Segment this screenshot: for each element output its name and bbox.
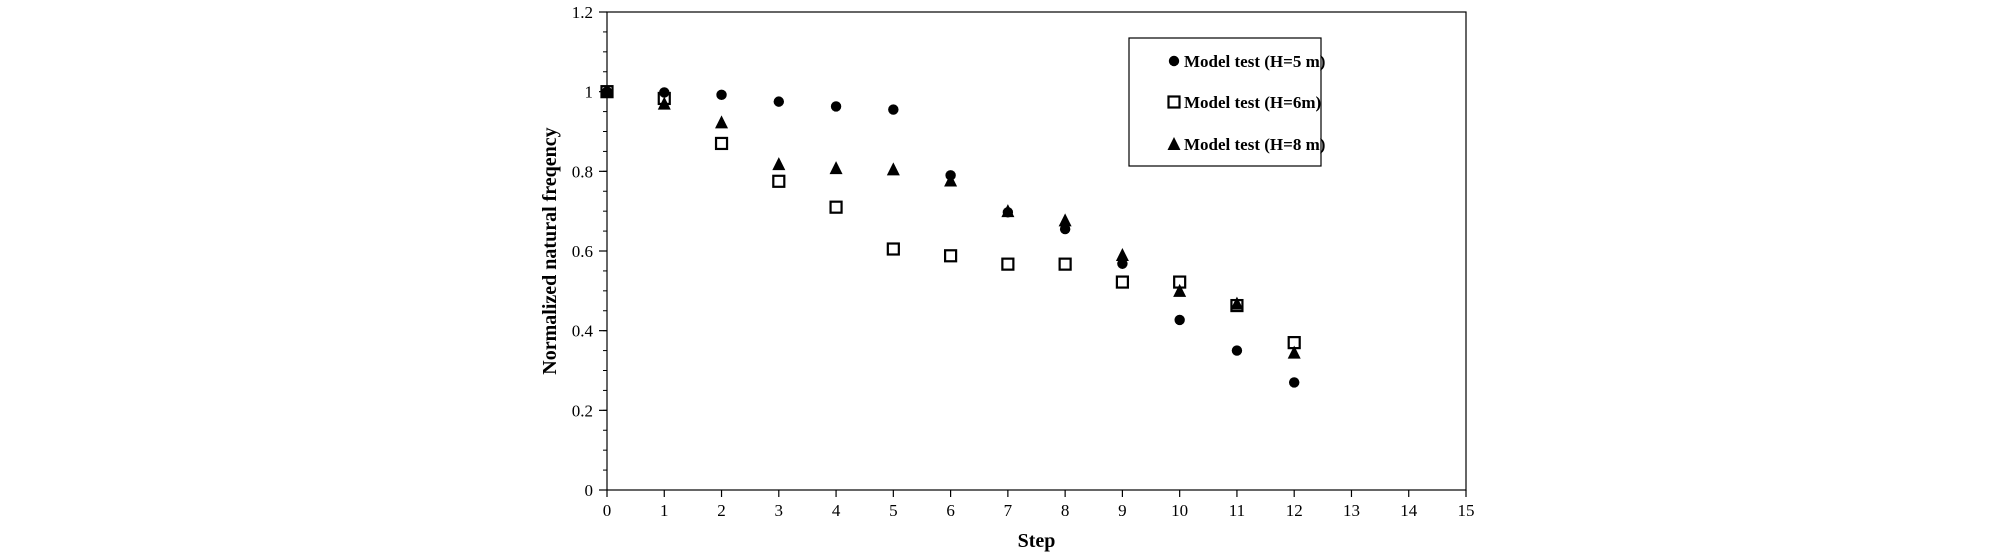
- data-point: [600, 84, 614, 98]
- data-point: [1058, 213, 1072, 227]
- data-point: [1059, 223, 1071, 235]
- x-tick-label: 3: [775, 501, 784, 520]
- x-axis-title: Step: [1018, 530, 1056, 552]
- y-tick-label: 0.4: [572, 322, 594, 341]
- data-point: [1001, 257, 1015, 271]
- legend-marker: [1168, 55, 1180, 67]
- data-point: [886, 242, 900, 256]
- legend-label: Model test (H=8 m): [1184, 135, 1325, 154]
- data-point: [1115, 275, 1130, 289]
- y-tick-label: 1.2: [572, 3, 593, 22]
- data-point: [773, 96, 784, 107]
- y-tick-label: 1: [585, 83, 594, 102]
- x-tick-label: 1: [660, 501, 669, 520]
- x-tick-label: 6: [946, 501, 955, 520]
- data-point: [1001, 204, 1015, 218]
- legend-box: [1128, 37, 1322, 167]
- data-point: [1117, 258, 1128, 269]
- x-tick-label: 2: [717, 501, 726, 520]
- x-tick-label: 0: [603, 501, 612, 520]
- data-point: [714, 136, 729, 151]
- series-3: [600, 84, 1301, 359]
- x-tick-label: 15: [1458, 501, 1475, 520]
- data-point: [1173, 283, 1187, 297]
- data-point: [659, 87, 670, 98]
- y-tick-label: 0: [585, 481, 594, 500]
- data-point: [715, 115, 729, 129]
- data-point: [829, 200, 843, 214]
- plot-area-frame: [606, 11, 1467, 491]
- data-point: [1174, 314, 1185, 326]
- data-point: [944, 173, 958, 187]
- x-tick-label: 14: [1400, 501, 1418, 520]
- legend-marker: [1167, 95, 1181, 109]
- data-point: [888, 104, 899, 115]
- x-tick-label: 8: [1061, 501, 1070, 520]
- data-point: [1287, 345, 1301, 359]
- data-point: [772, 157, 786, 171]
- y-axis-title: Normalized natural freqency: [539, 127, 561, 374]
- series-1: [601, 86, 1300, 388]
- y-tick-label: 0.2: [572, 401, 593, 420]
- x-tick-label: 4: [832, 501, 841, 520]
- x-tick-label: 12: [1286, 501, 1303, 520]
- legend-label: Model test (H=5 m): [1184, 52, 1325, 71]
- data-point: [716, 89, 727, 101]
- data-point: [1230, 296, 1244, 310]
- data-point: [1058, 257, 1072, 271]
- data-point: [1115, 247, 1129, 261]
- data-point: [886, 162, 900, 176]
- x-tick-label: 7: [1004, 501, 1013, 520]
- y-tick-label: 0.6: [572, 242, 593, 261]
- data-point: [943, 249, 958, 263]
- data-point: [1231, 345, 1243, 356]
- x-tick-label: 11: [1229, 501, 1245, 520]
- data-point: [830, 101, 842, 112]
- x-tick-label: 10: [1171, 501, 1188, 520]
- x-tick-label: 13: [1343, 501, 1360, 520]
- data-point: [1289, 377, 1300, 388]
- x-tick-label: 5: [889, 501, 898, 520]
- data-point: [772, 174, 786, 188]
- legend-marker: [1167, 137, 1181, 150]
- x-tick-label: 9: [1118, 501, 1127, 520]
- y-tick-label: 0.8: [572, 162, 593, 181]
- legend-label: Model test (H=6m): [1184, 93, 1321, 112]
- data-point: [829, 161, 843, 175]
- data-point: [657, 96, 671, 110]
